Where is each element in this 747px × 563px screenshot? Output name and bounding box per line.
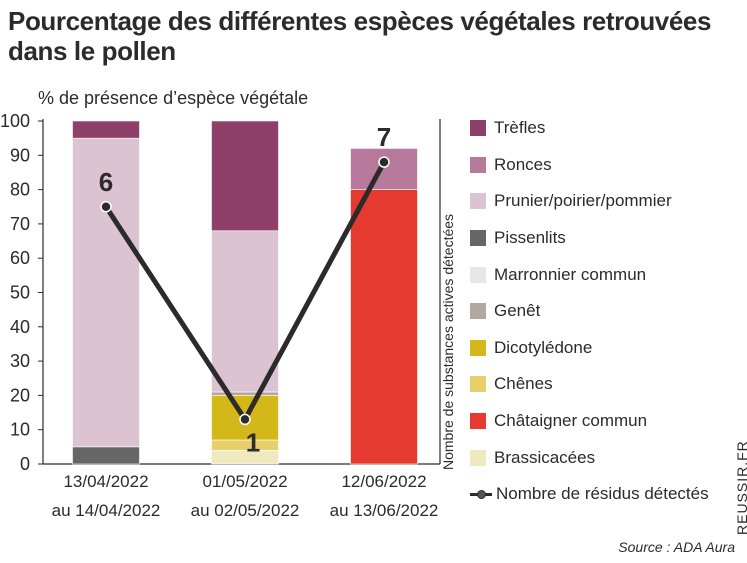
bar-segment	[211, 230, 279, 393]
legend-label: Pissenlits	[494, 228, 566, 248]
y-tick-label: 80	[10, 180, 30, 200]
secondary-axis-label: Nombre de substances actives détectées	[440, 213, 456, 470]
y-tick-label: 60	[10, 248, 30, 268]
legend-item: Brassicacées	[470, 439, 730, 476]
legend-label: Genêt	[494, 301, 541, 321]
bar-segment	[72, 137, 140, 448]
legend-swatch	[470, 193, 486, 210]
watermark: REUSSIR.FR	[734, 440, 747, 535]
residue-data-label: 6	[99, 167, 113, 197]
legend: Trèfles Ronces Prunier/poirier/pommier Piss…	[470, 110, 730, 513]
residue-data-label: 7	[377, 122, 391, 152]
legend-swatch	[470, 449, 486, 466]
legend-label: Brassicacées	[494, 447, 596, 467]
legend-item: Pissenlits	[470, 220, 730, 257]
legend-label: Dicotylédone	[494, 337, 593, 357]
legend-item: Trèfles	[470, 110, 730, 147]
legend-swatch	[470, 339, 486, 356]
legend-swatch	[470, 120, 486, 137]
x-tick-label: au 02/05/2022	[191, 501, 300, 520]
residue-data-label: 1	[246, 427, 260, 457]
y-tick-label: 30	[10, 351, 30, 371]
y-tick-label: 100	[0, 111, 30, 131]
x-tick-label: au 14/04/2022	[52, 501, 161, 520]
legend-swatch	[470, 230, 486, 247]
chart-title: Pourcentage des différentes espèces végé…	[8, 6, 712, 66]
y-tick-label: 50	[10, 283, 30, 303]
legend-swatch	[470, 156, 486, 173]
bar-segment	[350, 189, 418, 465]
legend-swatch	[470, 266, 486, 283]
y-tick-label: 40	[10, 317, 30, 337]
legend-item: Genêt	[470, 293, 730, 330]
x-tick-label: 13/04/2022	[63, 472, 148, 491]
source-note: Source : ADA Aura	[618, 539, 735, 555]
legend-swatch	[470, 376, 486, 393]
legend-label: Ronces	[494, 154, 552, 174]
legend-label: Marronnier commun	[494, 264, 647, 284]
legend-swatch	[470, 413, 486, 430]
legend-line-swatch	[470, 486, 492, 502]
x-tick-label: 12/06/2022	[341, 472, 426, 491]
legend-item: Dicotylédone	[470, 330, 730, 367]
y-tick-label: 10	[10, 420, 30, 440]
bar-segment	[350, 148, 418, 190]
legend-item: Prunier/poirier/pommier	[470, 183, 730, 220]
legend-label: Chênes	[494, 374, 553, 394]
bar-segment	[72, 120, 140, 139]
residue-point	[239, 413, 251, 426]
bar-segment	[211, 120, 279, 232]
legend-item: Marronnier commun	[470, 256, 730, 293]
legend-label: Nombre de résidus détectés	[496, 484, 709, 504]
legend-label: Châtaigner commun	[494, 411, 648, 431]
legend-label: Prunier/poirier/pommier	[494, 191, 672, 211]
y-tick-label: 0	[20, 454, 30, 474]
legend-item: Chênes	[470, 366, 730, 403]
y-tick-label: 90	[10, 145, 30, 165]
residue-point	[378, 156, 390, 168]
y-axis-title: % de présence d’espèce végétale	[38, 88, 309, 108]
legend-item: Ronces	[470, 147, 730, 184]
legend-label: Trèfles	[494, 118, 546, 138]
legend-item-line: Nombre de résidus détectés	[470, 476, 730, 513]
y-tick-label: 70	[10, 214, 30, 234]
x-tick-label: 01/05/2022	[202, 472, 287, 491]
legend-item: Châtaigner commun	[470, 403, 730, 440]
bar-segment	[211, 391, 279, 396]
legend-swatch	[470, 303, 486, 320]
x-tick-label: au 13/06/2022	[330, 501, 439, 520]
y-tick-label: 20	[10, 385, 30, 405]
residue-point	[100, 201, 112, 213]
bar-segment	[72, 446, 140, 465]
